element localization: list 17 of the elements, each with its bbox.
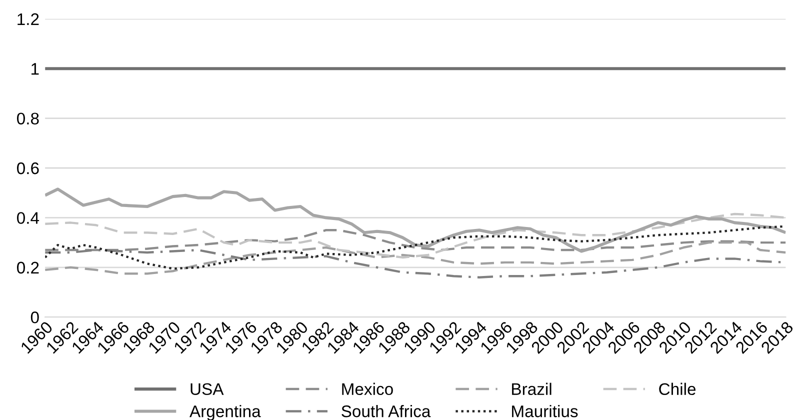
legend-label: Brazil xyxy=(512,382,552,396)
legend-label: Chile xyxy=(659,382,696,396)
y-tick-label: 0.8 xyxy=(17,112,39,125)
line-series xyxy=(45,241,786,275)
y-tick-label: 1.2 xyxy=(18,13,39,25)
legend-label: South Africa xyxy=(342,404,431,418)
legend-label: USA xyxy=(190,383,224,396)
y-tick-label: 1 xyxy=(32,63,39,75)
y-tick-label: 0.6 xyxy=(17,162,39,174)
line-series xyxy=(45,188,786,253)
line-series xyxy=(45,212,786,259)
line-series xyxy=(45,229,786,252)
y-tick-label: 0.4 xyxy=(17,212,40,224)
y-tick-label: 0.2 xyxy=(17,262,39,274)
legend-label: Mexico xyxy=(342,382,393,396)
y-tick-label: 0 xyxy=(30,312,39,324)
legend-label: Mauritius xyxy=(512,404,578,418)
